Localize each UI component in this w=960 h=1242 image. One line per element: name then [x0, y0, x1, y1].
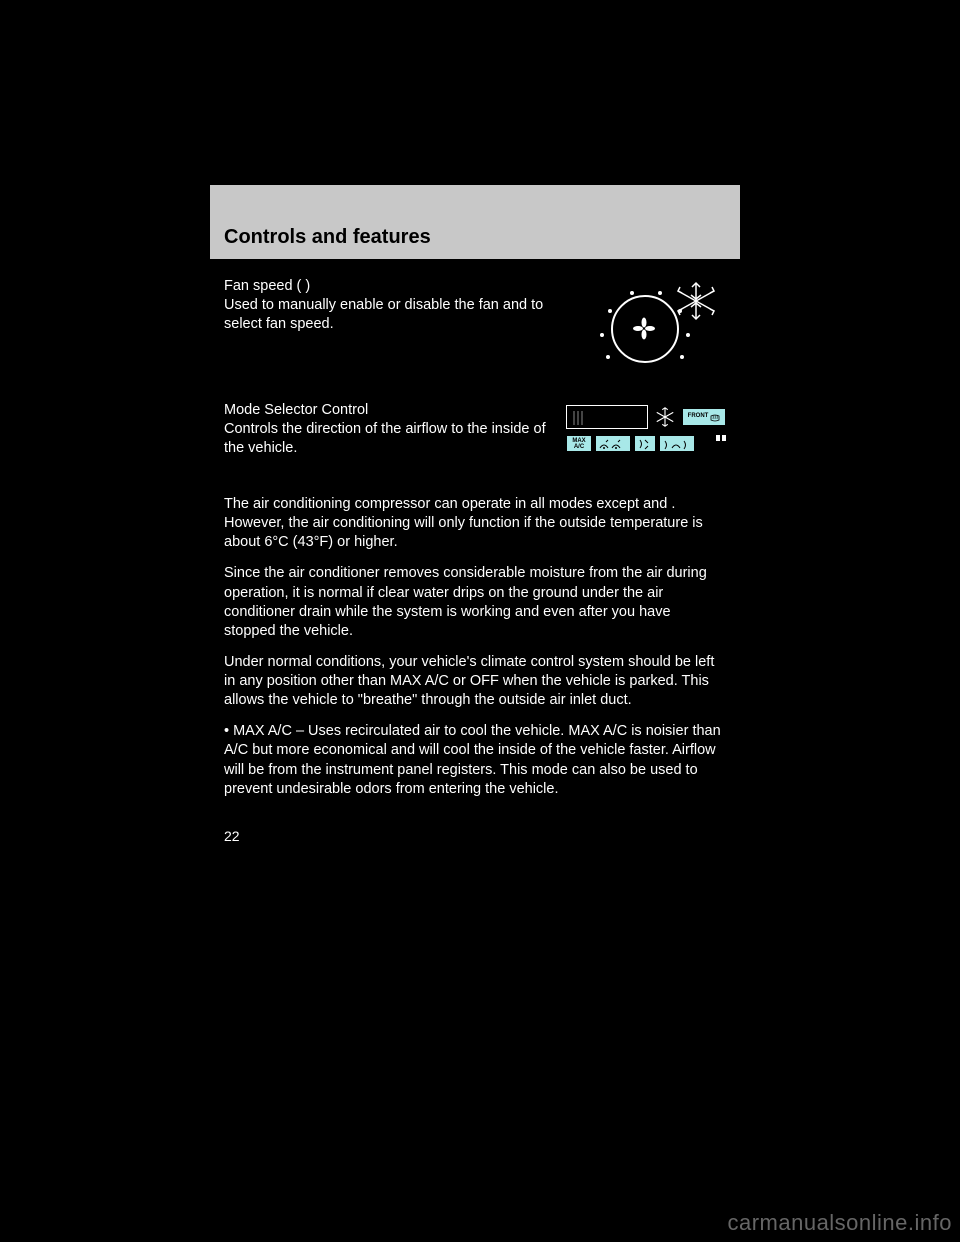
watermark-text: carmanualsonline.info: [727, 1210, 952, 1236]
body-para-1: The air conditioning compressor can oper…: [224, 495, 726, 552]
dial-mark: [630, 291, 634, 295]
mix-vent-icon: [662, 438, 692, 450]
page-title: Controls and features: [224, 226, 431, 249]
dial-mark: [680, 355, 684, 359]
page-header: Controls and features: [210, 185, 740, 259]
snowflake-icon: [670, 281, 722, 321]
dial-mark: [678, 309, 682, 313]
floor-vent-icon: [637, 438, 653, 450]
body-para-3: Under normal conditions, your vehicle's …: [224, 653, 726, 710]
body-para-2: Since the air conditioner removes consid…: [224, 564, 726, 641]
panel-vent-icon: [598, 438, 628, 450]
panel-mode-button: [595, 435, 631, 452]
manual-page: Controls and features Fan speed ( ) Used…: [210, 185, 740, 1055]
page-content: Fan speed ( ) Used to manually enable or…: [210, 259, 740, 845]
fan-icon: [632, 317, 656, 341]
panel-display-row: FRONT: [566, 403, 726, 431]
mix-mode-button: [659, 435, 695, 452]
page-number: 22: [224, 827, 726, 845]
defrost-icon: [710, 412, 720, 422]
mode-selector-text: Mode Selector Control Controls the direc…: [224, 401, 552, 458]
front-btn-label: FRONT: [688, 413, 709, 421]
floor-mode-button: [634, 435, 656, 452]
mode-selector-para: Mode Selector Control Controls the direc…: [224, 401, 552, 458]
rear-indicator: [716, 435, 726, 441]
max-ac-button: MAX A/C: [566, 435, 592, 452]
small-snowflake-icon: [652, 405, 678, 429]
temp-display: [566, 405, 648, 429]
front-defrost-button: FRONT: [682, 408, 726, 426]
mode-selector-section: Mode Selector Control Controls the direc…: [224, 401, 726, 481]
dial-mark: [658, 291, 662, 295]
dial-mark: [686, 333, 690, 337]
fan-speed-section: Fan speed ( ) Used to manually enable or…: [224, 277, 726, 387]
max-label-2: A/C: [574, 444, 584, 450]
fan-speed-text: Fan speed ( ) Used to manually enable or…: [224, 277, 552, 334]
fan-dial-graphic: [566, 277, 726, 387]
dial-mark: [606, 355, 610, 359]
dial-mark: [608, 309, 612, 313]
dial-mark: [600, 333, 604, 337]
mode-button-row: MAX A/C: [566, 435, 726, 452]
mode-panel-graphic: FRONT MAX A/C: [566, 403, 726, 481]
fan-speed-para: Fan speed ( ) Used to manually enable or…: [224, 277, 552, 334]
body-para-4: • MAX A/C – Uses recirculated air to coo…: [224, 722, 726, 799]
